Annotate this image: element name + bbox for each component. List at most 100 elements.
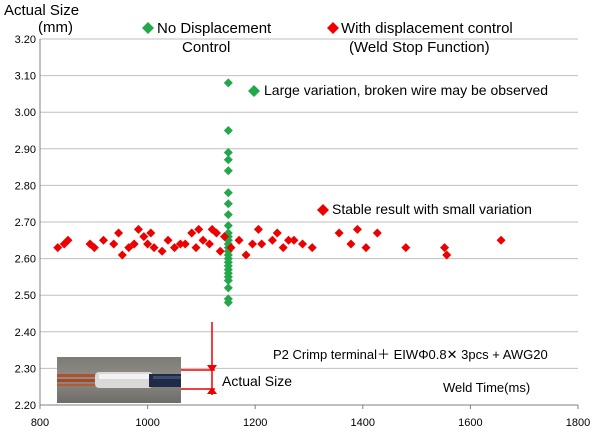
annotation-condition: P2 Crimp terminal＋ EIWΦ0.8✕ 3pcs + AWG20 (273, 347, 548, 362)
y-axis-label: Actual Size (mm) (4, 2, 79, 36)
callout-marker-green (248, 85, 260, 97)
data-point (334, 228, 344, 238)
data-point (223, 126, 233, 135)
data-point (440, 243, 450, 253)
annotation-actual-size: Actual Size (222, 373, 293, 389)
series-no-displacement (223, 78, 233, 308)
data-point (352, 224, 362, 234)
data-point (89, 243, 99, 253)
crimp-terminal-photo (57, 357, 181, 403)
data-point (191, 243, 201, 253)
axes (39, 39, 579, 409)
data-point (248, 239, 258, 249)
measure-arrow-down (207, 365, 217, 372)
data-point (272, 228, 282, 238)
crimp-terminal-image (57, 372, 181, 388)
y-tick-label: 2.50 (15, 290, 36, 302)
data-point (133, 224, 143, 234)
y-tick-label: 2.80 (15, 180, 36, 192)
x-tick-label: 800 (31, 417, 49, 429)
data-point (223, 210, 233, 220)
data-point (289, 235, 299, 245)
data-point (211, 228, 221, 238)
y-tick-labels: 2.20 2.30 2.40 2.50 2.60 2.70 2.80 2.90 3.00 3.10… (15, 34, 36, 412)
data-point (114, 228, 124, 238)
data-point (223, 276, 233, 286)
legend-with-displacement: With displacement control (Weld Stop Fun… (341, 19, 513, 57)
data-point (146, 228, 156, 238)
data-point (223, 166, 233, 176)
data-point (143, 239, 153, 249)
data-point (223, 155, 233, 165)
data-point (223, 147, 233, 157)
legend-no-displacement-line2: Control (182, 39, 231, 56)
data-point (204, 239, 214, 249)
y-tick-label: 2.70 (15, 217, 36, 229)
data-point (223, 221, 233, 231)
data-point (253, 224, 263, 234)
data-point (241, 250, 251, 260)
data-point (194, 224, 204, 234)
y-tick-label: 2.60 (15, 254, 36, 266)
callout-marker-red (317, 204, 329, 216)
x-tick-label: 1400 (351, 417, 375, 429)
legend-with-displacement-line2: (Weld Stop Function) (349, 39, 490, 56)
data-point (278, 243, 288, 253)
y-tick-label: 3.10 (15, 71, 36, 83)
data-point (187, 228, 197, 238)
y-tick-label: 3.20 (15, 34, 36, 46)
data-point (346, 239, 356, 249)
x-axis-label: Weld Time(ms) (443, 380, 531, 395)
data-point (175, 239, 185, 249)
data-point (139, 232, 149, 242)
annotation-large-variation: Large variation, broken wire may be obse… (264, 82, 549, 98)
y-tick-label: 2.30 (15, 363, 36, 375)
data-point (109, 239, 119, 249)
data-point (149, 243, 159, 253)
data-point (223, 283, 233, 293)
data-point (163, 235, 173, 245)
data-point (124, 243, 134, 253)
y-axis-label-line2: (mm) (38, 19, 73, 36)
data-point (170, 243, 179, 253)
y-tick-label: 2.90 (15, 144, 36, 156)
data-point (307, 243, 317, 253)
x-tick-label: 1200 (243, 417, 267, 429)
data-point (157, 246, 167, 256)
data-point (63, 235, 73, 245)
data-point (215, 246, 225, 256)
data-point (223, 199, 233, 209)
data-point (257, 239, 267, 249)
data-point (226, 243, 236, 253)
data-point (180, 239, 190, 249)
y-tick-label: 2.20 (15, 400, 36, 412)
legend-no-displacement: No Displacement Control (157, 19, 271, 57)
legend-with-displacement-line1: With displacement control (341, 20, 513, 37)
y-tick-label: 2.40 (15, 327, 36, 339)
data-point (234, 235, 244, 245)
legend-markers (142, 22, 339, 216)
measure-arrow-up (207, 387, 217, 394)
annotation-stable-result: Stable result with small variation (332, 201, 532, 217)
data-point (496, 235, 506, 245)
data-point (223, 298, 233, 308)
data-point (198, 235, 208, 245)
x-tick-label: 1600 (458, 417, 482, 429)
data-point (129, 239, 139, 249)
data-point (372, 228, 382, 238)
y-tick-label: 3.00 (15, 107, 36, 119)
data-point (442, 250, 452, 260)
data-point (361, 243, 371, 253)
x-tick-label: 1800 (566, 417, 590, 429)
legend-marker-red (327, 22, 339, 34)
series-with-displacement (53, 224, 506, 260)
data-point (220, 232, 230, 242)
data-point (223, 78, 233, 88)
legend-marker-green (142, 22, 154, 34)
data-point (223, 188, 233, 198)
x-tick-label: 1000 (135, 417, 159, 429)
y-axis-label-line1: Actual Size (4, 2, 80, 19)
data-point (284, 235, 294, 245)
data-point (298, 239, 308, 249)
